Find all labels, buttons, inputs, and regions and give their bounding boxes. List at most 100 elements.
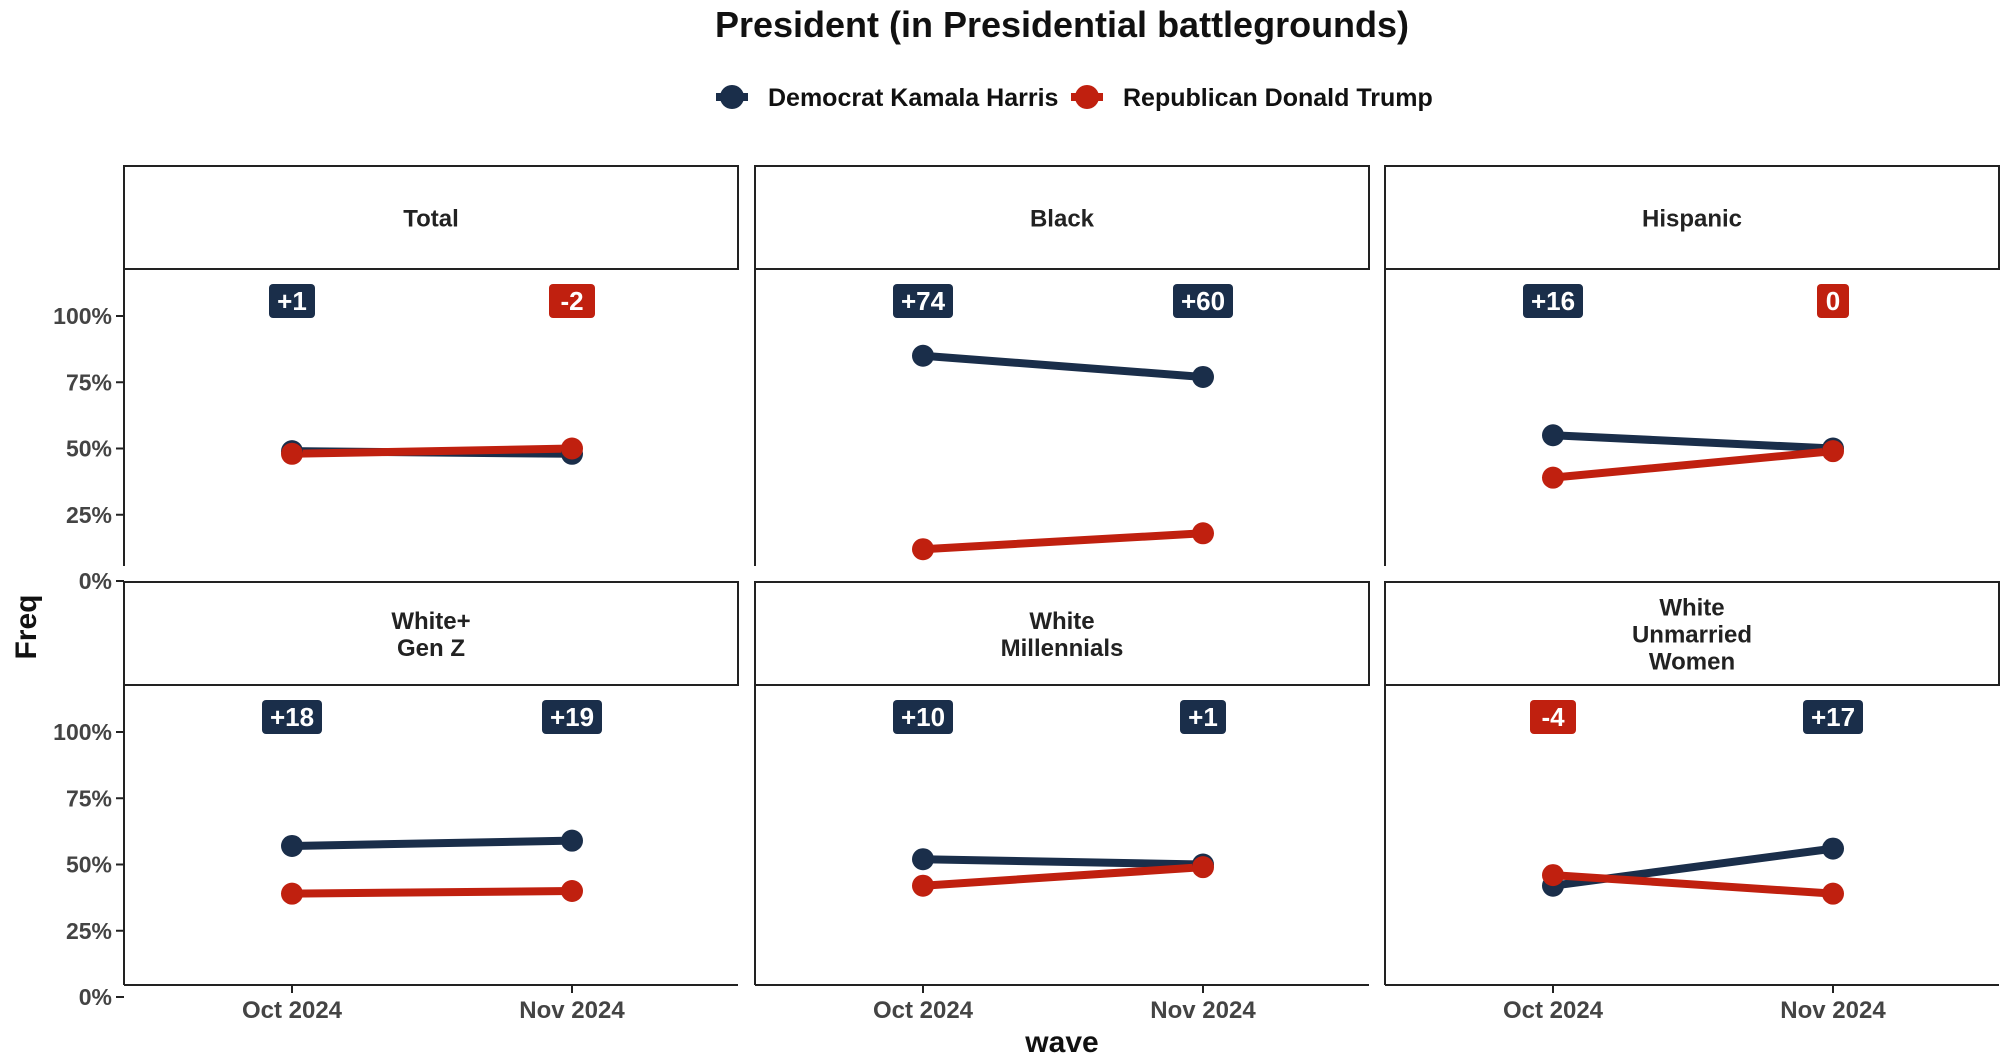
margin-label: 0 bbox=[1817, 284, 1849, 318]
y-tick-label: 75% bbox=[66, 369, 112, 395]
y-tick-label: 25% bbox=[66, 918, 112, 944]
margin-label-text: +17 bbox=[1811, 702, 1855, 732]
y-axis-label: Freq bbox=[10, 594, 43, 659]
margin-label-text: -4 bbox=[1541, 702, 1565, 732]
data-point-trump bbox=[281, 442, 303, 465]
facet-panel-1: Total 0% 25% 50% 75% 100% +1 -2 bbox=[53, 165, 739, 594]
chart-title: President (in Presidential battlegrounds… bbox=[715, 4, 1409, 45]
series-line-trump bbox=[288, 444, 576, 458]
margin-label-box bbox=[262, 700, 322, 734]
x-tick-label: Oct 2024 bbox=[873, 997, 974, 1024]
margin-label-box bbox=[893, 284, 953, 318]
series-line-trump bbox=[1549, 447, 1837, 482]
series-line-trump bbox=[1549, 871, 1837, 898]
facet-strip bbox=[123, 165, 739, 270]
margin-label-box bbox=[269, 284, 315, 318]
x-tick-label: Oct 2024 bbox=[1503, 997, 1604, 1024]
margin-label: +74 bbox=[893, 284, 953, 318]
legend-harris-marker bbox=[720, 85, 744, 109]
x-tick-label: Nov 2024 bbox=[519, 997, 625, 1024]
series-line-trump bbox=[919, 863, 1207, 890]
data-point-trump bbox=[1192, 856, 1214, 879]
margin-label: +19 bbox=[542, 700, 602, 734]
data-point-harris bbox=[912, 344, 934, 367]
margin-label-box bbox=[549, 284, 595, 318]
series-line-harris bbox=[1549, 431, 1837, 453]
facet-panels: Total 0% 25% 50% 75% 100% +1 -2 Black +74 +60 Hispa… bbox=[53, 165, 2000, 1024]
margin-label: +17 bbox=[1803, 700, 1863, 734]
facet-strip bbox=[1384, 165, 2000, 270]
facet-strip bbox=[754, 581, 1370, 686]
y-tick-label: 0% bbox=[79, 984, 112, 1010]
data-point-harris bbox=[1822, 837, 1844, 860]
margin-label: +1 bbox=[269, 284, 315, 318]
data-point-harris bbox=[912, 848, 934, 871]
facet-strip bbox=[1384, 581, 2000, 686]
y-tick-label: 100% bbox=[53, 719, 112, 745]
series-line-trump bbox=[919, 529, 1207, 554]
y-tick-label: 50% bbox=[66, 436, 112, 462]
data-point-trump bbox=[1542, 466, 1564, 489]
facet-panel-4: White+Gen Z Oct 2024 Nov 2024 0% 25% 50% 75% 10… bbox=[53, 581, 739, 1024]
data-point-trump bbox=[912, 874, 934, 897]
data-point-harris bbox=[1542, 424, 1564, 447]
margin-label: +10 bbox=[893, 700, 953, 734]
data-point-trump bbox=[561, 880, 583, 902]
legend-item-trump: Republican Donald Trump bbox=[1071, 84, 1433, 112]
margin-label: +18 bbox=[262, 700, 322, 734]
margin-label-box bbox=[1173, 284, 1233, 318]
legend-trump-label: Republican Donald Trump bbox=[1123, 84, 1433, 112]
x-axis-label: wave bbox=[1024, 1026, 1098, 1055]
facet-label: Unmarried bbox=[1632, 622, 1752, 649]
data-point-trump bbox=[281, 882, 303, 905]
margin-label-box bbox=[542, 700, 602, 734]
series-line-harris bbox=[919, 351, 1207, 381]
margin-label-box bbox=[893, 700, 953, 734]
margin-label-text: 0 bbox=[1826, 286, 1840, 316]
margin-label-text: +1 bbox=[1188, 702, 1218, 732]
facet-panel-2: Black +74 +60 bbox=[754, 165, 1370, 566]
margin-label: +16 bbox=[1523, 284, 1583, 318]
series-line-harris bbox=[288, 836, 576, 850]
data-point-trump bbox=[1822, 882, 1844, 905]
margin-label: -2 bbox=[549, 284, 595, 318]
y-tick-label: 75% bbox=[66, 785, 112, 811]
margin-label-box bbox=[1803, 700, 1863, 734]
data-point-trump bbox=[561, 437, 583, 460]
data-point-harris bbox=[1192, 365, 1214, 388]
x-tick-label: Nov 2024 bbox=[1780, 997, 1886, 1024]
facet-label: White bbox=[1029, 608, 1094, 635]
y-tick-label: 50% bbox=[66, 852, 112, 878]
margin-label-box bbox=[1817, 284, 1849, 318]
y-tick-label: 0% bbox=[79, 568, 112, 594]
y-tick-label: 25% bbox=[66, 502, 112, 528]
margin-label-text: +19 bbox=[550, 702, 594, 732]
data-point-trump bbox=[1542, 864, 1564, 887]
margin-label: +1 bbox=[1180, 700, 1226, 734]
margin-label-box bbox=[1523, 284, 1583, 318]
margin-label-text: +1 bbox=[277, 286, 307, 316]
facet-label: Millennials bbox=[1001, 635, 1124, 662]
data-point-trump bbox=[1822, 440, 1844, 463]
legend: Democrat Kamala Harris Republican Donald… bbox=[716, 84, 1433, 112]
data-point-trump bbox=[1192, 522, 1214, 545]
margin-label-text: +18 bbox=[270, 702, 314, 732]
y-tick-label: 100% bbox=[53, 303, 112, 329]
facet-label: Gen Z bbox=[397, 635, 465, 662]
margin-label-text: +60 bbox=[1181, 286, 1225, 316]
facet-label: Women bbox=[1649, 649, 1735, 676]
facet-label: White bbox=[1659, 595, 1724, 622]
facet-strip bbox=[754, 165, 1370, 270]
x-tick-label: Nov 2024 bbox=[1150, 997, 1256, 1024]
data-point-trump bbox=[912, 538, 934, 561]
margin-label-text: +10 bbox=[901, 702, 945, 732]
series-line-trump bbox=[288, 887, 576, 898]
margin-label-text: +74 bbox=[901, 286, 946, 316]
facet-label: White+ bbox=[391, 608, 470, 635]
facet-strip bbox=[123, 581, 739, 686]
facet-label: Total bbox=[403, 206, 459, 233]
margin-label: -4 bbox=[1530, 700, 1576, 734]
